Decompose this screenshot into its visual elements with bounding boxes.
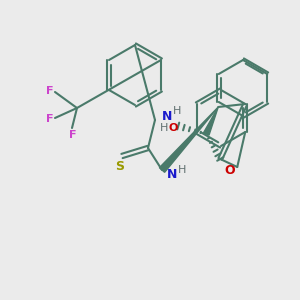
Text: H: H [160, 123, 168, 133]
Text: N: N [162, 110, 172, 122]
Text: H: H [173, 106, 181, 116]
Text: H: H [178, 165, 186, 175]
Text: F: F [46, 86, 54, 96]
Text: F: F [46, 114, 54, 124]
Text: N: N [167, 167, 177, 181]
Text: O: O [169, 123, 178, 133]
Text: O: O [224, 164, 235, 178]
Polygon shape [203, 107, 218, 135]
Text: S: S [116, 160, 124, 172]
Polygon shape [159, 107, 218, 172]
Text: F: F [69, 130, 77, 140]
